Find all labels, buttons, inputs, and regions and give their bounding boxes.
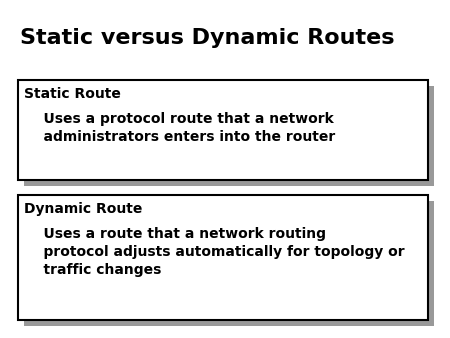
Text: protocol adjusts automatically for topology or: protocol adjusts automatically for topol… — [24, 245, 405, 259]
Text: Uses a protocol route that a network: Uses a protocol route that a network — [24, 112, 334, 126]
Bar — [18, 80, 428, 180]
Bar — [18, 195, 428, 320]
Text: Dynamic Route: Dynamic Route — [24, 202, 142, 216]
Text: Static versus Dynamic Routes: Static versus Dynamic Routes — [20, 28, 395, 48]
Bar — [24, 201, 434, 326]
Text: administrators enters into the router: administrators enters into the router — [24, 130, 335, 144]
Text: Static Route: Static Route — [24, 87, 121, 101]
Text: traffic changes: traffic changes — [24, 263, 162, 277]
Text: Uses a route that a network routing: Uses a route that a network routing — [24, 227, 326, 241]
Bar — [24, 86, 434, 186]
